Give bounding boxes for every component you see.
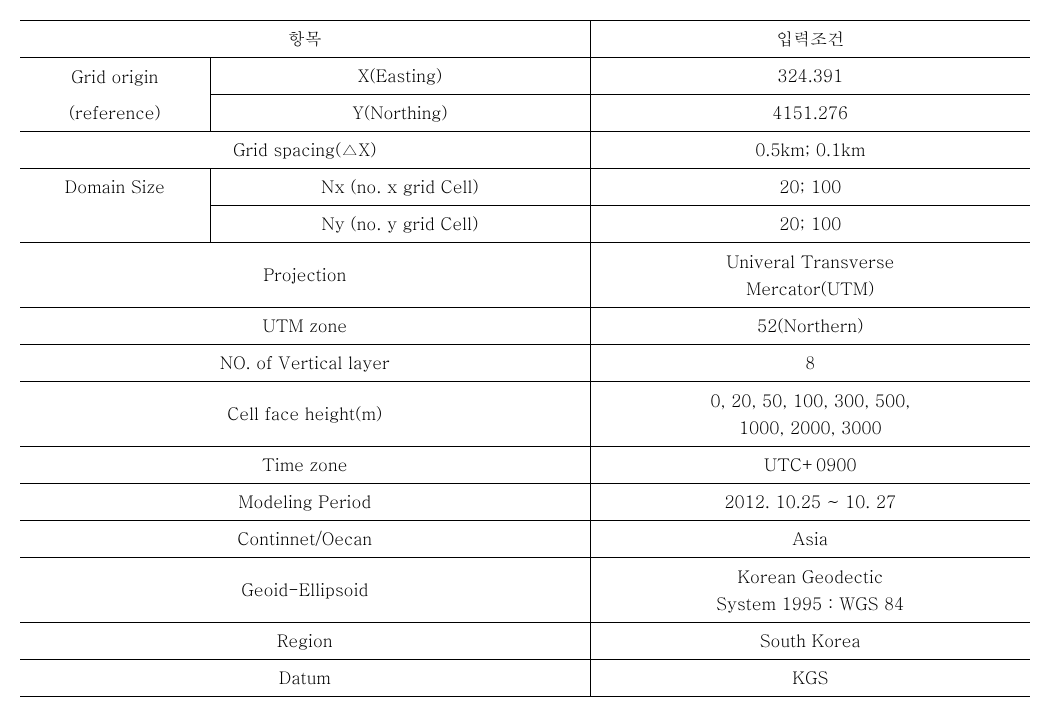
table-row: NO. of Vertical layer 8 bbox=[20, 345, 1030, 382]
table-row: Geoid-Ellipsoid Korean Geodectic System … bbox=[20, 558, 1030, 623]
region-value: South Korea bbox=[590, 623, 1030, 660]
grid-origin-sublabel: (reference) bbox=[20, 95, 210, 132]
datum-label: Datum bbox=[20, 660, 590, 697]
region-label: Region bbox=[20, 623, 590, 660]
vertical-layer-label: NO. of Vertical layer bbox=[20, 345, 590, 382]
geoid-ellipsoid-line2: System 1995 : WGS 84 bbox=[716, 591, 904, 615]
table-row: Projection Univeral Transverse Mercator(… bbox=[20, 243, 1030, 308]
datum-value: KGS bbox=[590, 660, 1030, 697]
domain-size-label: Domain Size bbox=[20, 169, 210, 243]
cell-face-height-line2: 1000, 2000, 3000 bbox=[739, 415, 882, 439]
projection-label: Projection bbox=[20, 243, 590, 308]
ny-value: 20; 100 bbox=[590, 206, 1030, 243]
table-row: UTM zone 52(Northern) bbox=[20, 308, 1030, 345]
continent-ocean-value: Asia bbox=[590, 521, 1030, 558]
modeling-period-label: Modeling Period bbox=[20, 484, 590, 521]
projection-value-line2: Mercator(UTM) bbox=[746, 276, 874, 300]
utm-zone-value: 52(Northern) bbox=[590, 308, 1030, 345]
x-easting-value: 324.391 bbox=[590, 58, 1030, 95]
y-northing-label: Y(Northing) bbox=[210, 95, 590, 132]
parameters-table: 항목 입력조건 Grid origin X(Easting) 324.391 (… bbox=[20, 20, 1030, 697]
time-zone-label: Time zone bbox=[20, 447, 590, 484]
x-easting-label: X(Easting) bbox=[210, 58, 590, 95]
header-item: 항목 bbox=[20, 21, 590, 58]
table-row: Modeling Period 2012. 10.25 ~ 10. 27 bbox=[20, 484, 1030, 521]
table-row: Grid origin X(Easting) 324.391 bbox=[20, 58, 1030, 95]
nx-value: 20; 100 bbox=[590, 169, 1030, 206]
projection-value: Univeral Transverse Mercator(UTM) bbox=[590, 243, 1030, 308]
table-header-row: 항목 입력조건 bbox=[20, 21, 1030, 58]
table-row: Grid spacing(△X) 0.5km; 0.1km bbox=[20, 132, 1030, 169]
modeling-period-value: 2012. 10.25 ~ 10. 27 bbox=[590, 484, 1030, 521]
grid-spacing-value: 0.5km; 0.1km bbox=[590, 132, 1030, 169]
geoid-ellipsoid-line1: Korean Geodectic bbox=[737, 564, 883, 588]
table-row: Time zone UTC+0900 bbox=[20, 447, 1030, 484]
continent-ocean-label: Continnet/Oecan bbox=[20, 521, 590, 558]
grid-origin-label: Grid origin bbox=[20, 58, 210, 95]
vertical-layer-value: 8 bbox=[590, 345, 1030, 382]
cell-face-height-line1: 0, 20, 50, 100, 300, 500, bbox=[710, 388, 910, 412]
geoid-ellipsoid-label: Geoid-Ellipsoid bbox=[20, 558, 590, 623]
grid-spacing-label: Grid spacing(△X) bbox=[20, 132, 590, 169]
header-condition: 입력조건 bbox=[590, 21, 1030, 58]
geoid-ellipsoid-value: Korean Geodectic System 1995 : WGS 84 bbox=[590, 558, 1030, 623]
cell-face-height-label: Cell face height(m) bbox=[20, 382, 590, 447]
table-row: (reference) Y(Northing) 4151.276 bbox=[20, 95, 1030, 132]
nx-label: Nx (no. x grid Cell) bbox=[210, 169, 590, 206]
y-northing-value: 4151.276 bbox=[590, 95, 1030, 132]
table-row: Domain Size Nx (no. x grid Cell) 20; 100 bbox=[20, 169, 1030, 206]
table-row: Cell face height(m) 0, 20, 50, 100, 300,… bbox=[20, 382, 1030, 447]
table-row: Continnet/Oecan Asia bbox=[20, 521, 1030, 558]
cell-face-height-value: 0, 20, 50, 100, 300, 500, 1000, 2000, 30… bbox=[590, 382, 1030, 447]
projection-value-line1: Univeral Transverse bbox=[726, 249, 894, 273]
ny-label: Ny (no. y grid Cell) bbox=[210, 206, 590, 243]
time-zone-value: UTC+0900 bbox=[590, 447, 1030, 484]
table-row: Region South Korea bbox=[20, 623, 1030, 660]
table-row: Datum KGS bbox=[20, 660, 1030, 697]
utm-zone-label: UTM zone bbox=[20, 308, 590, 345]
